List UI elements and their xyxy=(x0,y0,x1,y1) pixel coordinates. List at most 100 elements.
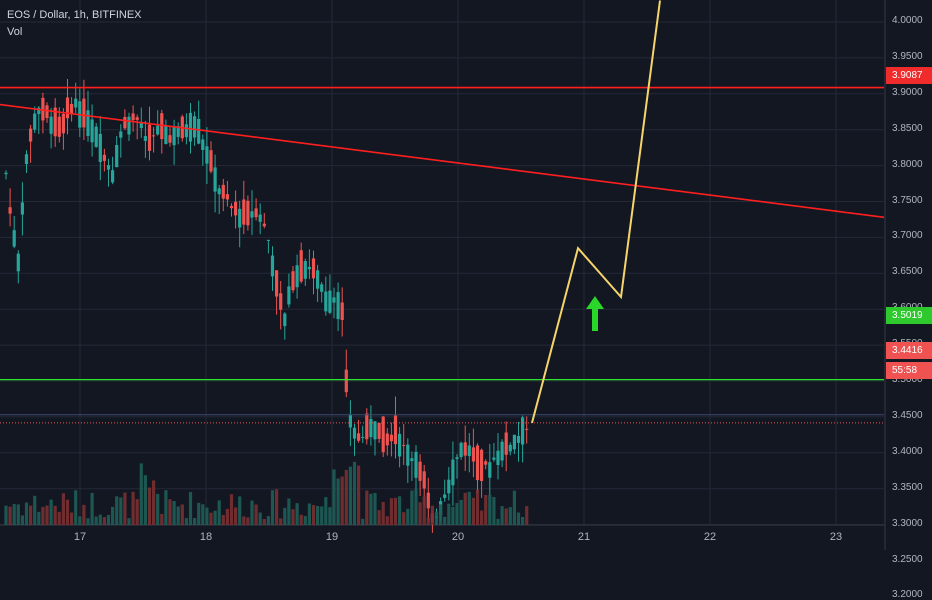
candle-body xyxy=(357,433,361,441)
volume-bar xyxy=(504,508,508,525)
volume-bar xyxy=(324,497,328,525)
price-axis-label: 3.4000 xyxy=(892,445,923,457)
volume-bar xyxy=(16,504,20,525)
volume-bar xyxy=(156,493,160,525)
candle-body xyxy=(516,436,521,443)
candle-body xyxy=(336,292,340,320)
volume-bar xyxy=(184,518,188,525)
candle-body xyxy=(279,293,283,310)
candle-body xyxy=(283,313,287,327)
candle-body xyxy=(348,415,352,428)
candle-body xyxy=(525,428,529,430)
candle-body xyxy=(361,436,365,438)
time-axis-label: 18 xyxy=(199,531,213,543)
volume-bar xyxy=(328,507,332,525)
volume-bar xyxy=(471,497,475,525)
candle-body xyxy=(20,202,24,215)
candle-body xyxy=(270,255,275,277)
volume-bar xyxy=(340,476,344,525)
volume-bar xyxy=(459,499,463,525)
candle-body xyxy=(443,494,447,498)
candle-body xyxy=(307,266,311,270)
volume-bar xyxy=(90,492,94,525)
volume-bar xyxy=(29,505,33,525)
volume-bar xyxy=(49,499,53,525)
candle-body xyxy=(512,434,516,450)
volume-bar xyxy=(33,495,37,525)
volume-bar xyxy=(160,513,164,525)
candle-body xyxy=(86,110,90,136)
volume-bar xyxy=(275,489,279,525)
volume-bar xyxy=(414,489,418,525)
volume-bar xyxy=(426,517,430,525)
candle-body xyxy=(410,458,414,462)
price-axis-label: 3.7000 xyxy=(892,230,923,242)
candle-body xyxy=(398,433,402,457)
candle-body xyxy=(168,135,172,143)
candle-body xyxy=(139,122,143,129)
candle-body xyxy=(377,422,381,439)
candle-body xyxy=(8,207,12,214)
volume-bar xyxy=(111,506,115,525)
volume-bar xyxy=(131,491,135,525)
price-axis-label: 3.9500 xyxy=(892,50,923,62)
candle-body xyxy=(12,230,16,247)
time-axis-label: 20 xyxy=(451,531,465,543)
up-arrow-shaft xyxy=(592,307,598,331)
candle-body xyxy=(90,119,94,143)
volume-bar xyxy=(188,491,193,525)
candle-body xyxy=(406,444,410,466)
candle-body xyxy=(188,112,193,142)
candle-body xyxy=(57,116,61,137)
candle-body xyxy=(242,199,246,225)
volume-bar xyxy=(123,492,127,525)
volume-bar xyxy=(193,518,197,525)
volume-bar xyxy=(443,516,447,525)
price-axis-label: 4.0000 xyxy=(892,15,923,26)
candle-body xyxy=(303,260,307,279)
volume-bar xyxy=(484,495,488,525)
candle-body xyxy=(221,184,225,199)
price-chart[interactable] xyxy=(0,0,932,550)
time-axis-label: 17 xyxy=(73,531,87,543)
candle-body xyxy=(135,117,139,120)
candle-body xyxy=(475,445,480,481)
candle-body xyxy=(176,126,180,137)
candle-body xyxy=(500,441,504,461)
volume-bar xyxy=(209,512,213,525)
candle-body xyxy=(193,116,197,138)
candle-body xyxy=(389,434,393,442)
volume-bar xyxy=(389,498,393,525)
candle-body xyxy=(352,427,357,439)
price-axis-label: 3.3500 xyxy=(892,481,923,493)
volume-bar xyxy=(176,506,180,525)
candle-body xyxy=(65,97,70,119)
bar-countdown-tag: 55:58 xyxy=(886,362,932,379)
candle-body xyxy=(234,201,238,216)
price-axis-label: 3.6500 xyxy=(892,266,923,278)
candle-body xyxy=(369,418,373,438)
volume-bar xyxy=(119,497,123,525)
candle-body xyxy=(266,239,270,241)
volume-bar xyxy=(439,504,443,525)
candle-body xyxy=(463,442,467,456)
candle-body xyxy=(521,417,525,445)
volume-bar xyxy=(37,511,41,525)
price-axis-label: 3.9000 xyxy=(892,86,923,98)
descending-trendline xyxy=(0,103,885,219)
volume-bar xyxy=(180,504,184,525)
volume-bar xyxy=(139,463,143,525)
candle-body xyxy=(49,116,53,134)
candle-body xyxy=(213,167,217,192)
volume-bar xyxy=(410,490,414,525)
candle-body xyxy=(143,136,147,141)
candle-body xyxy=(426,492,430,509)
volume-bar xyxy=(242,516,246,525)
volume-bar xyxy=(221,515,225,525)
candle-body xyxy=(447,479,451,494)
candle-body xyxy=(328,290,332,313)
candle-body xyxy=(451,459,455,486)
resistance-price-tag: 3.9087 xyxy=(886,67,932,84)
candle-body xyxy=(471,447,475,462)
candle-body xyxy=(299,250,303,282)
